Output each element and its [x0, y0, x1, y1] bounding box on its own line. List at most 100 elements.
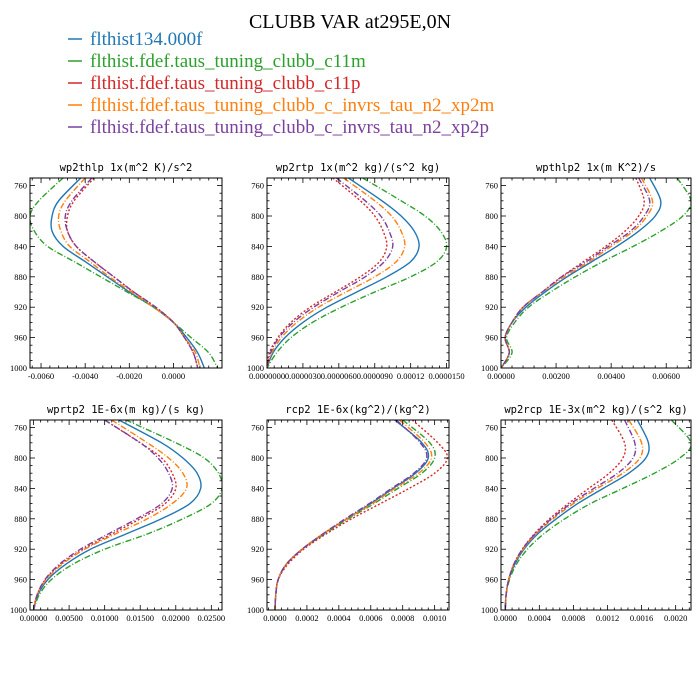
series-line-1: [50, 178, 205, 368]
panel-4: wprtp2 1E-6x(m kg)/(s kg) 760 800 840 880 920…: [10, 404, 225, 623]
panel-title: wprtp2 1E-6x(m kg)/(s kg): [47, 404, 205, 416]
x-tick-label: 0.00200: [542, 371, 570, 381]
y-tick-label: 840: [251, 241, 264, 251]
panels: wp2thlp 1x(m^2 K)/s^2 760 800 840 880 920 960 1…: [10, 162, 692, 623]
x-tick-label: 0.0000090: [357, 371, 393, 381]
series-line-3: [274, 420, 449, 610]
x-tick-label: 0.0000: [263, 613, 286, 623]
y-tick-label: 880: [485, 272, 498, 282]
panel-title: wp2rtp 1x(m^2 kg)/(s^2 kg): [276, 162, 440, 174]
series-line-2: [267, 178, 448, 368]
series-line-2: [32, 420, 222, 610]
y-tick-label: 760: [485, 423, 498, 433]
panel-title: wpthlp2 1x(m K^2)/s: [536, 162, 656, 174]
x-tick-label: -0.0040: [72, 371, 98, 381]
y-tick-label: 840: [485, 241, 498, 251]
x-tick-label: 0.02000: [162, 613, 190, 623]
x-tick-label: 0.0004: [528, 613, 552, 623]
plot-frame: [29, 419, 223, 611]
panel-title: wp2thlp 1x(m^2 K)/s^2: [60, 162, 193, 174]
series-line-4: [267, 178, 406, 368]
x-tick-label: 0.00400: [597, 371, 625, 381]
series-line-2: [274, 420, 436, 610]
x-tick-label: 0.0000000: [249, 371, 285, 381]
panel-title: rcp2 1E-6x(kg^2)/(kg^2): [285, 404, 430, 416]
series-line-5: [504, 420, 637, 610]
y-tick-label: 840: [14, 483, 27, 493]
x-tick-label: 0.0004: [327, 613, 351, 623]
y-tick-label: 800: [485, 453, 498, 463]
legend-label: flthist134.000f: [90, 29, 203, 50]
x-tick-label: 0.0006: [359, 613, 382, 623]
series-line-4: [32, 420, 188, 610]
x-tick-label: -0.0060: [28, 371, 54, 381]
plot-frame: [500, 177, 692, 369]
y-tick-label: 920: [14, 544, 27, 554]
legend-label: flthist.fdef.taus_tuning_clubb_c_invrs_t…: [90, 117, 489, 138]
series-line-2: [504, 420, 691, 610]
x-tick-label: 0.0008: [391, 613, 414, 623]
legend-label: flthist.fdef.taus_tuning_clubb_c11m: [90, 51, 366, 72]
y-tick-label: 960: [485, 333, 498, 343]
y-tick-label: 840: [485, 483, 498, 493]
y-tick-label: 800: [14, 453, 27, 463]
x-tick-label: 0.0000030: [285, 371, 321, 381]
y-tick-label: 880: [251, 514, 264, 524]
y-tick-label: 840: [14, 241, 27, 251]
y-tick-label: 920: [485, 544, 498, 554]
series-line-3: [504, 420, 627, 610]
x-tick-label: 0.0002: [295, 613, 318, 623]
y-tick-label: 880: [251, 272, 264, 282]
series-line-5: [267, 178, 394, 368]
series-line-5: [64, 178, 199, 368]
x-tick-label: 0.0000060: [321, 371, 357, 381]
y-tick-label: 880: [14, 272, 27, 282]
x-tick-label: 0.00600: [652, 371, 680, 381]
y-tick-label: 920: [251, 544, 264, 554]
x-tick-label: 0.0016: [630, 613, 653, 623]
y-tick-label: 960: [14, 333, 27, 343]
y-tick-label: 840: [251, 483, 264, 493]
series-line-2: [30, 178, 219, 368]
x-tick-label: 0.01500: [126, 613, 154, 623]
y-tick-label: 1000: [481, 363, 498, 373]
x-tick-label: 0.01000: [91, 613, 119, 623]
legend-entry: flthist.fdef.taus_tuning_clubb_c_invrs_t…: [68, 95, 494, 116]
series-line-3: [65, 178, 199, 368]
y-tick-label: 1000: [10, 605, 27, 615]
series-line-2: [501, 178, 691, 368]
y-tick-label: 1000: [10, 363, 27, 373]
series-line-4: [501, 178, 654, 368]
legend-entry: flthist.fdef.taus_tuning_clubb_c_invrs_t…: [68, 117, 489, 138]
series-line-4: [504, 420, 644, 610]
y-tick-label: 960: [251, 575, 264, 585]
legend-entry: flthist134.000f: [68, 29, 203, 50]
x-tick-label: 0.02500: [198, 613, 226, 623]
y-tick-label: 800: [14, 211, 27, 221]
legend-label: flthist.fdef.taus_tuning_clubb_c11p: [90, 73, 361, 94]
y-tick-label: 920: [14, 302, 27, 312]
series-line-5: [501, 178, 651, 368]
series-line-5: [32, 420, 174, 610]
y-tick-label: 760: [251, 181, 264, 191]
series-line-1: [504, 420, 650, 610]
y-tick-label: 920: [251, 302, 264, 312]
legend-label: flthist.fdef.taus_tuning_clubb_c_invrs_t…: [90, 95, 494, 116]
y-tick-label: 760: [14, 181, 27, 191]
x-tick-label: 0.0008: [562, 613, 585, 623]
legend-entry: flthist.fdef.taus_tuning_clubb_c11m: [68, 51, 366, 72]
y-tick-label: 880: [485, 514, 498, 524]
y-tick-label: 960: [251, 333, 264, 343]
panel-2: wp2rtp 1x(m^2 kg)/(s^2 kg) 760 800 840 880 92…: [247, 162, 465, 381]
legend: flthist134.000fflthist.fdef.taus_tuning_…: [68, 29, 494, 138]
x-tick-label: 0.0012: [596, 613, 619, 623]
figure-title: CLUBB VAR at295E,0N: [249, 11, 451, 33]
y-tick-label: 1000: [247, 363, 264, 373]
x-tick-label: 0.00000: [20, 613, 48, 623]
plot-frame: [29, 177, 223, 369]
y-tick-label: 960: [485, 575, 498, 585]
panel-title: wp2rcp 1E-3x(m^2 kg)/(s^2 kg): [504, 404, 687, 416]
y-tick-label: 800: [485, 211, 498, 221]
x-tick-label: 0.0010: [423, 613, 446, 623]
